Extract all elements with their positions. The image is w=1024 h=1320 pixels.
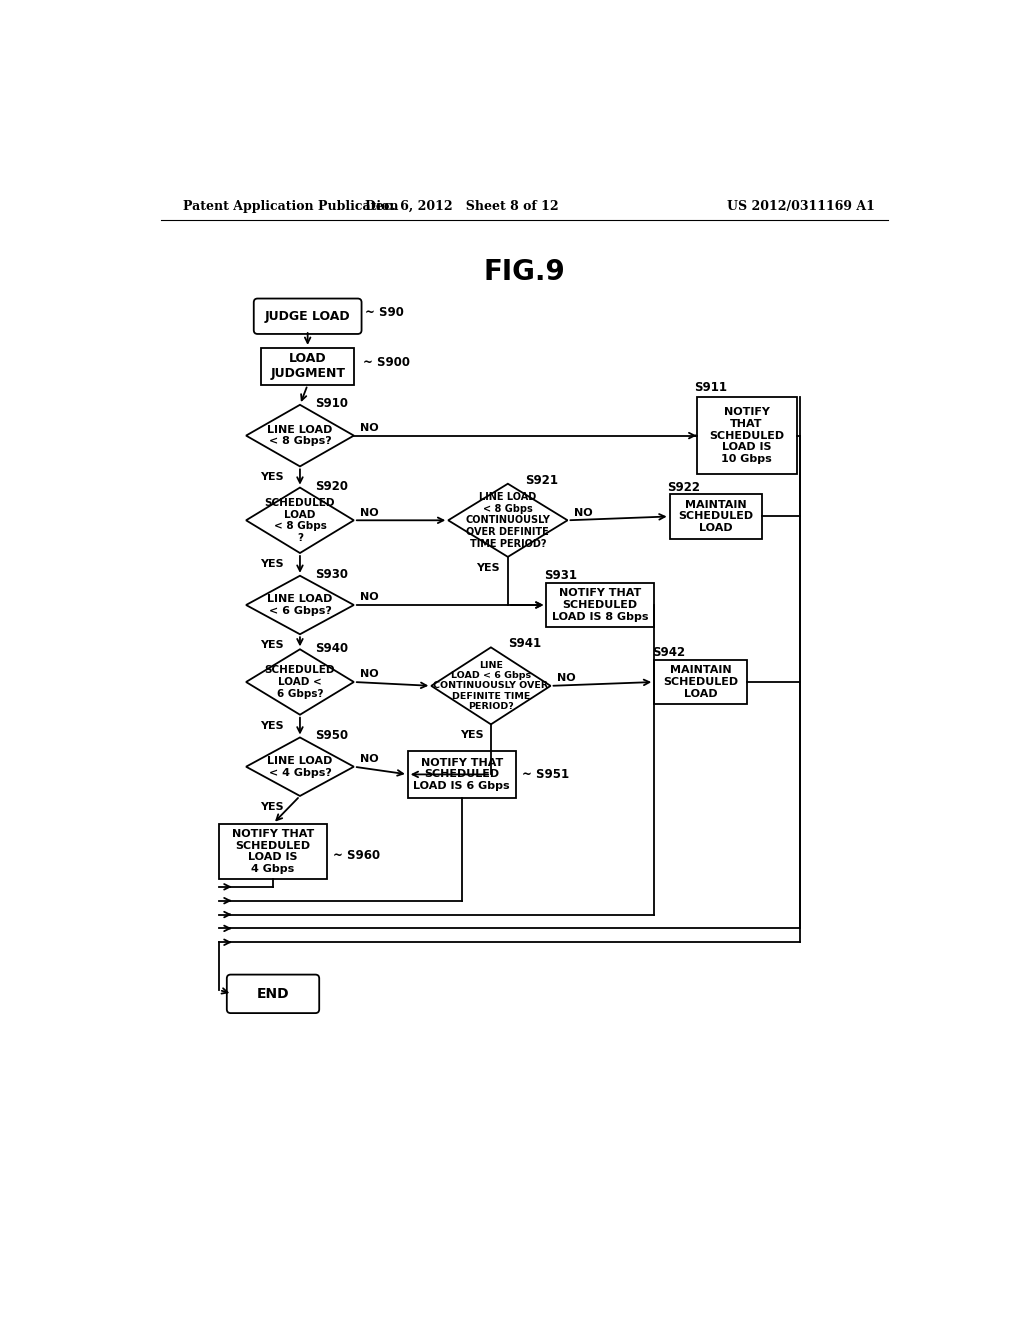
Bar <box>696 397 797 474</box>
Polygon shape <box>246 738 354 796</box>
Text: NO: NO <box>557 673 575 684</box>
Text: ~ S90: ~ S90 <box>366 306 404 319</box>
Text: NOTIFY THAT
SCHEDULED
LOAD IS
4 Gbps: NOTIFY THAT SCHEDULED LOAD IS 4 Gbps <box>231 829 314 874</box>
Text: SCHEDULED
LOAD <
6 Gbps?: SCHEDULED LOAD < 6 Gbps? <box>265 665 335 698</box>
Text: LOAD
JUDGMENT: LOAD JUDGMENT <box>270 352 345 380</box>
Text: S920: S920 <box>315 480 348 492</box>
Text: YES: YES <box>260 640 284 649</box>
Text: US 2012/0311169 A1: US 2012/0311169 A1 <box>726 199 874 213</box>
Bar <box>670 494 762 539</box>
Text: FIG.9: FIG.9 <box>484 259 565 286</box>
Bar <box>219 824 327 879</box>
Text: JUDGE LOAD: JUDGE LOAD <box>265 310 350 323</box>
Text: S941: S941 <box>508 638 541 649</box>
Polygon shape <box>449 483 567 557</box>
Text: YES: YES <box>260 801 284 812</box>
Text: Patent Application Publication: Patent Application Publication <box>183 199 398 213</box>
Text: LINE LOAD
< 8 Gbps?: LINE LOAD < 8 Gbps? <box>267 425 333 446</box>
Text: SCHEDULED
LOAD
< 8 Gbps
?: SCHEDULED LOAD < 8 Gbps ? <box>265 498 335 543</box>
Polygon shape <box>246 487 354 553</box>
Polygon shape <box>246 576 354 635</box>
Text: Dec. 6, 2012   Sheet 8 of 12: Dec. 6, 2012 Sheet 8 of 12 <box>365 199 558 213</box>
Text: LINE LOAD
< 8 Gbps
CONTINUOUSLY
OVER DEFINITE
TIME PERIOD?: LINE LOAD < 8 Gbps CONTINUOUSLY OVER DEF… <box>466 492 550 549</box>
Text: MAINTAIN
SCHEDULED
LOAD: MAINTAIN SCHEDULED LOAD <box>678 500 754 533</box>
Text: ~ S900: ~ S900 <box>364 356 410 370</box>
Text: ~ S960: ~ S960 <box>333 849 380 862</box>
Text: S930: S930 <box>315 568 348 581</box>
Text: LINE LOAD
< 4 Gbps?: LINE LOAD < 4 Gbps? <box>267 756 333 777</box>
Polygon shape <box>246 649 354 714</box>
Text: S910: S910 <box>315 397 348 409</box>
Text: NO: NO <box>360 669 379 680</box>
Polygon shape <box>431 647 551 725</box>
Text: S922: S922 <box>668 480 700 494</box>
Text: YES: YES <box>260 721 284 730</box>
Text: NO: NO <box>360 593 379 602</box>
Text: YES: YES <box>260 473 284 482</box>
Text: NOTIFY
THAT
SCHEDULED
LOAD IS
10 Gbps: NOTIFY THAT SCHEDULED LOAD IS 10 Gbps <box>709 408 784 463</box>
Text: MAINTAIN
SCHEDULED
LOAD: MAINTAIN SCHEDULED LOAD <box>663 665 738 698</box>
FancyBboxPatch shape <box>254 298 361 334</box>
Text: NOTIFY THAT
SCHEDULED
LOAD IS 6 Gbps: NOTIFY THAT SCHEDULED LOAD IS 6 Gbps <box>414 758 510 791</box>
Text: ~ S951: ~ S951 <box>521 768 569 781</box>
Bar <box>654 660 746 705</box>
FancyBboxPatch shape <box>226 974 319 1014</box>
Polygon shape <box>246 405 354 466</box>
Text: NO: NO <box>573 508 592 517</box>
Text: S931: S931 <box>544 569 578 582</box>
Bar <box>261 348 354 385</box>
Text: YES: YES <box>260 558 284 569</box>
Bar <box>408 751 515 799</box>
Text: END: END <box>257 987 290 1001</box>
Bar <box>547 582 654 627</box>
Text: NO: NO <box>360 422 379 433</box>
Text: YES: YES <box>476 562 500 573</box>
Text: S950: S950 <box>315 730 348 742</box>
Text: S911: S911 <box>694 380 727 393</box>
Text: S940: S940 <box>315 642 348 655</box>
Text: YES: YES <box>460 730 483 741</box>
Text: LINE LOAD
< 6 Gbps?: LINE LOAD < 6 Gbps? <box>267 594 333 616</box>
Text: S942: S942 <box>652 647 685 659</box>
Text: LINE
LOAD < 6 Gbps
CONTINUOUSLY OVER
DEFINITE TIME
PERIOD?: LINE LOAD < 6 Gbps CONTINUOUSLY OVER DEF… <box>433 660 549 711</box>
Text: S921: S921 <box>524 474 558 487</box>
Text: NOTIFY THAT
SCHEDULED
LOAD IS 8 Gbps: NOTIFY THAT SCHEDULED LOAD IS 8 Gbps <box>552 589 648 622</box>
Text: NO: NO <box>360 754 379 764</box>
Text: NO: NO <box>360 508 379 517</box>
